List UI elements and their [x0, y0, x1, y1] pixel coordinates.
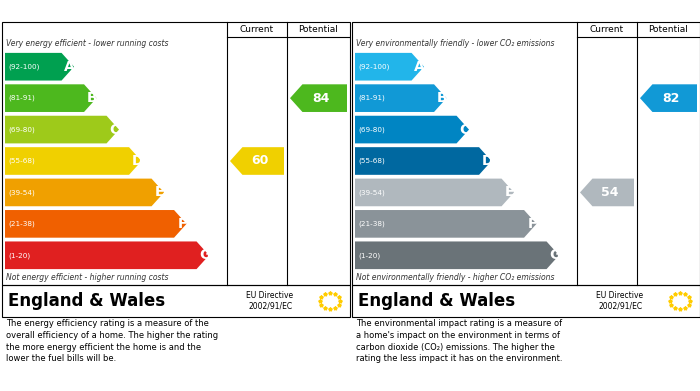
Polygon shape [5, 53, 74, 81]
Text: (81-91): (81-91) [358, 95, 385, 101]
Text: (21-38): (21-38) [8, 221, 35, 227]
Text: Not energy efficient - higher running costs: Not energy efficient - higher running co… [6, 273, 169, 282]
Polygon shape [355, 210, 536, 238]
Text: Current: Current [240, 25, 274, 34]
Text: England & Wales: England & Wales [8, 292, 165, 310]
Text: B: B [87, 91, 97, 105]
Text: The energy efficiency rating is a measure of the
overall efficiency of a home. T: The energy efficiency rating is a measur… [6, 319, 218, 363]
Text: EU Directive
2002/91/EC: EU Directive 2002/91/EC [246, 291, 293, 311]
Polygon shape [5, 147, 141, 175]
Text: A: A [64, 60, 75, 74]
Text: E: E [505, 185, 514, 199]
Polygon shape [355, 84, 447, 112]
Text: Very environmentally friendly - lower CO₂ emissions: Very environmentally friendly - lower CO… [356, 39, 554, 48]
Text: 60: 60 [251, 154, 268, 167]
Text: (81-91): (81-91) [8, 95, 35, 101]
Text: Potential: Potential [649, 25, 688, 34]
Text: Environmental Impact (CO₂) Rating: Environmental Impact (CO₂) Rating [357, 5, 589, 18]
Polygon shape [5, 242, 209, 269]
Polygon shape [355, 53, 424, 81]
Text: (92-100): (92-100) [358, 63, 389, 70]
Text: C: C [459, 122, 470, 136]
Text: (55-68): (55-68) [8, 158, 35, 164]
Text: (69-80): (69-80) [8, 126, 35, 133]
Text: (92-100): (92-100) [8, 63, 39, 70]
Text: F: F [177, 217, 187, 231]
Text: England & Wales: England & Wales [358, 292, 515, 310]
Text: The environmental impact rating is a measure of
a home's impact on the environme: The environmental impact rating is a mea… [356, 319, 563, 363]
Polygon shape [5, 84, 97, 112]
Text: 82: 82 [662, 91, 680, 105]
Text: (39-54): (39-54) [358, 189, 385, 196]
Text: Very energy efficient - lower running costs: Very energy efficient - lower running co… [6, 39, 169, 48]
Text: (1-20): (1-20) [358, 252, 380, 258]
Text: (1-20): (1-20) [8, 252, 30, 258]
Text: Current: Current [590, 25, 624, 34]
Text: C: C [109, 122, 120, 136]
Text: (21-38): (21-38) [358, 221, 385, 227]
Polygon shape [355, 242, 559, 269]
Text: Energy Efficiency Rating: Energy Efficiency Rating [7, 5, 169, 18]
Polygon shape [5, 179, 164, 206]
Text: D: D [132, 154, 143, 168]
Text: 54: 54 [601, 186, 618, 199]
Text: Potential: Potential [299, 25, 338, 34]
Polygon shape [355, 147, 491, 175]
Polygon shape [5, 116, 119, 143]
Text: (69-80): (69-80) [358, 126, 385, 133]
Polygon shape [5, 210, 186, 238]
Text: 84: 84 [312, 91, 330, 105]
Text: Not environmentally friendly - higher CO₂ emissions: Not environmentally friendly - higher CO… [356, 273, 554, 282]
Text: D: D [482, 154, 493, 168]
Polygon shape [640, 84, 697, 112]
Text: (55-68): (55-68) [358, 158, 385, 164]
Text: A: A [414, 60, 425, 74]
Text: F: F [527, 217, 537, 231]
Polygon shape [230, 147, 284, 175]
Text: G: G [199, 248, 210, 262]
Polygon shape [355, 179, 514, 206]
Text: EU Directive
2002/91/EC: EU Directive 2002/91/EC [596, 291, 643, 311]
Polygon shape [355, 116, 469, 143]
Text: E: E [155, 185, 164, 199]
Polygon shape [290, 84, 347, 112]
Text: (39-54): (39-54) [8, 189, 35, 196]
Text: B: B [437, 91, 447, 105]
Polygon shape [580, 179, 634, 206]
Text: G: G [549, 248, 560, 262]
